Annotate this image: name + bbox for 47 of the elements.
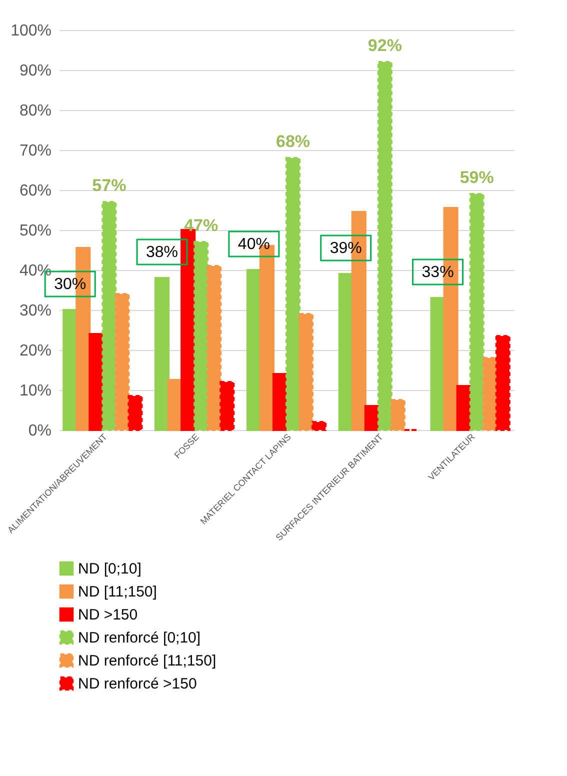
- bar: [298, 313, 314, 431]
- bar: [364, 405, 380, 431]
- data-label: 68%: [276, 132, 310, 151]
- y-tick-label: 90%: [19, 62, 52, 80]
- bar: [246, 269, 262, 431]
- bar: [377, 61, 392, 431]
- data-label: 57%: [92, 176, 126, 195]
- legend-label: ND >150: [78, 606, 138, 624]
- bar: [206, 265, 222, 431]
- y-tick-label: 100%: [10, 22, 52, 40]
- data-label: 40%: [238, 236, 270, 253]
- y-tick-label: 10%: [19, 382, 52, 400]
- bar: [102, 201, 117, 431]
- legend-label: ND renforcé [0;10]: [78, 630, 201, 646]
- y-tick-label: 50%: [19, 222, 52, 240]
- data-label: 92%: [368, 36, 402, 55]
- bar: [469, 193, 484, 431]
- bar: [456, 385, 472, 431]
- bar: [62, 309, 78, 431]
- data-label: 47%: [184, 216, 218, 235]
- bar: [168, 379, 183, 431]
- legend-label: ND [0;10]: [78, 560, 142, 578]
- bar: [154, 277, 170, 431]
- bar: [495, 335, 510, 431]
- y-tick-label: 60%: [19, 182, 52, 200]
- bar: [390, 399, 406, 431]
- data-label: 59%: [460, 168, 494, 187]
- bar: [482, 357, 498, 431]
- bar: [272, 373, 288, 431]
- bar: [114, 293, 130, 431]
- legend-label: ND renforcé >150: [78, 676, 197, 692]
- bar: [128, 395, 143, 431]
- y-tick-label: 70%: [19, 142, 52, 160]
- y-tick-label: 20%: [19, 342, 52, 360]
- data-label: 38%: [146, 244, 178, 261]
- bar: [194, 241, 209, 431]
- y-tick-label: 80%: [19, 102, 52, 120]
- bar: [430, 297, 446, 431]
- legend-label: ND [11;150]: [78, 584, 157, 600]
- y-tick-label: 40%: [19, 262, 52, 280]
- y-tick-label: 30%: [19, 302, 52, 320]
- bar: [338, 273, 354, 431]
- bar: [220, 381, 235, 431]
- bar: [286, 157, 301, 431]
- bar: [88, 333, 104, 431]
- bar: [312, 421, 327, 431]
- legend-label: ND renforcé [11;150]: [78, 652, 216, 670]
